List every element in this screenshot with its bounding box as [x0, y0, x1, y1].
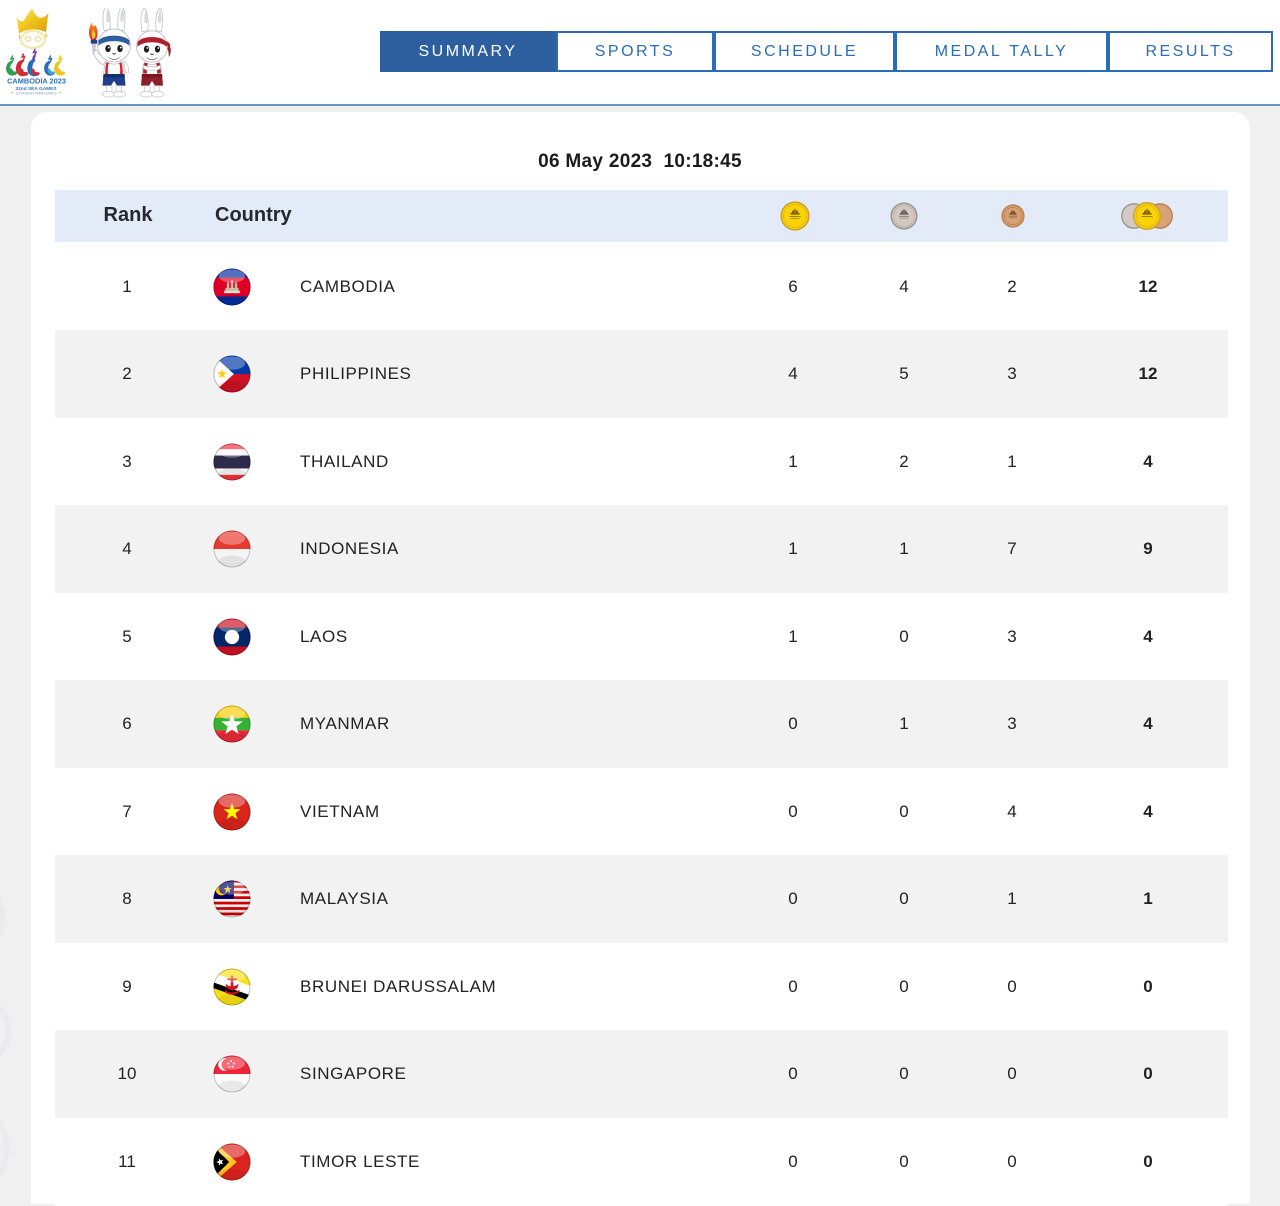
- svg-text:✦: ✦: [58, 90, 62, 95]
- svg-text:11th ASEAN PARA GAMES: 11th ASEAN PARA GAMES: [15, 92, 57, 96]
- svg-text:✦: ✦: [10, 90, 14, 95]
- svg-text:CAMBODIA 2023: CAMBODIA 2023: [7, 77, 66, 86]
